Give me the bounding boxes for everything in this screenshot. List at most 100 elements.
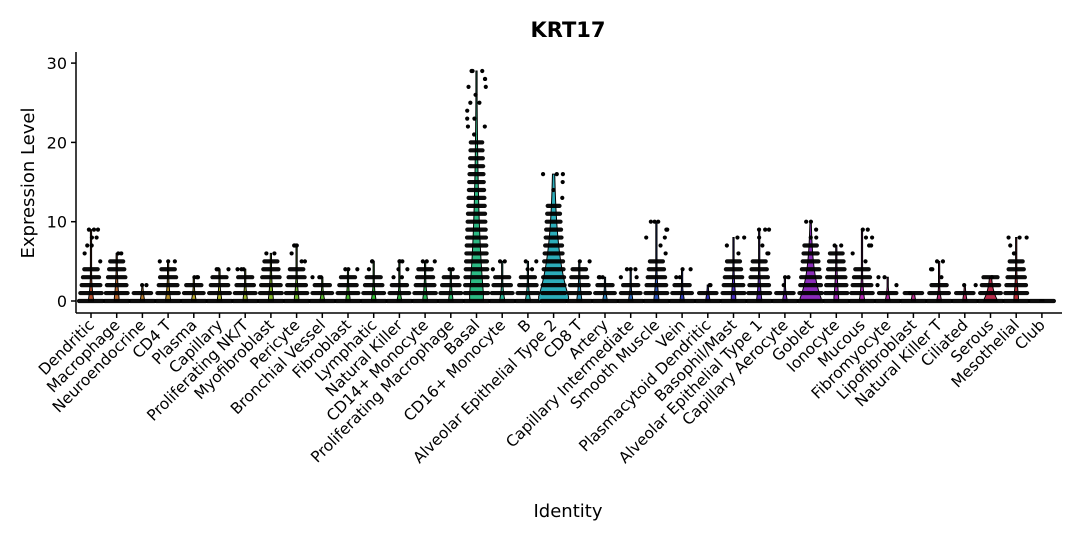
violin-group bbox=[436, 267, 465, 304]
data-point bbox=[272, 251, 277, 256]
data-point bbox=[473, 92, 478, 97]
data-point bbox=[763, 227, 768, 232]
data-point bbox=[366, 267, 372, 272]
data-point bbox=[241, 267, 246, 272]
violin-group bbox=[1002, 235, 1031, 304]
data-point bbox=[424, 259, 429, 264]
data-point bbox=[560, 179, 565, 185]
data-point bbox=[962, 283, 967, 288]
data-point bbox=[860, 227, 865, 232]
data-point bbox=[502, 259, 507, 264]
data-point bbox=[302, 259, 308, 264]
violin-group bbox=[154, 259, 183, 304]
data-point bbox=[534, 259, 539, 264]
data-point bbox=[624, 267, 630, 272]
data-point bbox=[658, 243, 663, 248]
y-axis-label: Expression Level bbox=[18, 108, 39, 259]
data-point bbox=[928, 267, 934, 272]
data-point bbox=[465, 108, 470, 113]
data-point bbox=[91, 227, 97, 232]
violin-group bbox=[770, 275, 800, 304]
data-point bbox=[934, 259, 940, 264]
violin-shape bbox=[469, 70, 484, 302]
data-point bbox=[560, 172, 565, 177]
violin-group bbox=[282, 243, 311, 304]
violin-shape bbox=[884, 276, 891, 302]
data-point bbox=[560, 195, 565, 201]
violin-group bbox=[899, 290, 928, 304]
data-point bbox=[166, 259, 171, 264]
data-point bbox=[405, 267, 410, 272]
violin-shape bbox=[858, 229, 866, 302]
data-point bbox=[757, 235, 762, 240]
data-point bbox=[523, 259, 528, 264]
data-point bbox=[782, 275, 788, 280]
violin-group bbox=[616, 267, 645, 304]
data-point bbox=[551, 187, 556, 193]
data-point bbox=[677, 275, 682, 280]
data-point bbox=[894, 283, 899, 288]
violin-group bbox=[333, 267, 363, 304]
data-point bbox=[688, 267, 693, 272]
data-point bbox=[628, 267, 633, 272]
data-point bbox=[939, 275, 944, 280]
data-point bbox=[1024, 235, 1029, 240]
data-point bbox=[786, 275, 791, 280]
data-point bbox=[140, 283, 145, 288]
data-point bbox=[587, 259, 592, 264]
data-point bbox=[192, 275, 197, 280]
violin-group bbox=[822, 243, 851, 304]
data-point bbox=[808, 235, 813, 240]
data-point bbox=[940, 259, 946, 264]
violin-shape bbox=[601, 276, 609, 302]
data-point bbox=[1012, 251, 1017, 256]
data-point bbox=[172, 259, 177, 264]
data-point bbox=[86, 227, 92, 232]
violin-group bbox=[719, 235, 748, 304]
data-point bbox=[863, 259, 868, 264]
data-point bbox=[735, 235, 740, 240]
data-point bbox=[663, 251, 668, 256]
data-point bbox=[343, 267, 348, 272]
data-point bbox=[432, 259, 437, 264]
y-tick-label: 10 bbox=[47, 213, 67, 232]
violin-group bbox=[745, 227, 774, 304]
violin-group bbox=[538, 172, 570, 304]
x-tick-label: Club bbox=[1011, 316, 1048, 353]
data-point bbox=[577, 259, 582, 264]
data-point bbox=[652, 219, 657, 224]
data-point bbox=[472, 116, 477, 121]
data-point bbox=[98, 259, 103, 264]
data-point bbox=[907, 290, 913, 296]
violin-group bbox=[128, 283, 157, 304]
violin-group bbox=[667, 267, 697, 304]
data-point bbox=[465, 124, 471, 129]
data-point bbox=[529, 267, 535, 272]
violin-group bbox=[873, 275, 902, 304]
plot-marks bbox=[76, 68, 1057, 304]
violin-group bbox=[462, 68, 491, 304]
data-point bbox=[355, 267, 360, 272]
x-axis-label: Identity bbox=[534, 501, 603, 522]
data-point bbox=[869, 243, 874, 248]
data-point bbox=[289, 251, 294, 256]
data-point bbox=[1017, 235, 1022, 240]
data-point bbox=[540, 172, 546, 177]
data-point bbox=[882, 275, 887, 280]
data-point bbox=[119, 251, 124, 256]
data-point bbox=[839, 243, 844, 248]
data-point bbox=[89, 243, 94, 248]
data-point bbox=[480, 68, 485, 74]
data-point bbox=[391, 275, 396, 280]
data-point bbox=[466, 84, 471, 89]
data-point bbox=[875, 283, 880, 288]
data-point bbox=[525, 267, 530, 272]
violin-group bbox=[693, 283, 722, 304]
data-point bbox=[756, 227, 762, 232]
data-point bbox=[832, 243, 837, 248]
data-point bbox=[804, 219, 809, 224]
data-point bbox=[600, 275, 605, 280]
data-point bbox=[95, 227, 101, 232]
data-point bbox=[85, 243, 90, 248]
